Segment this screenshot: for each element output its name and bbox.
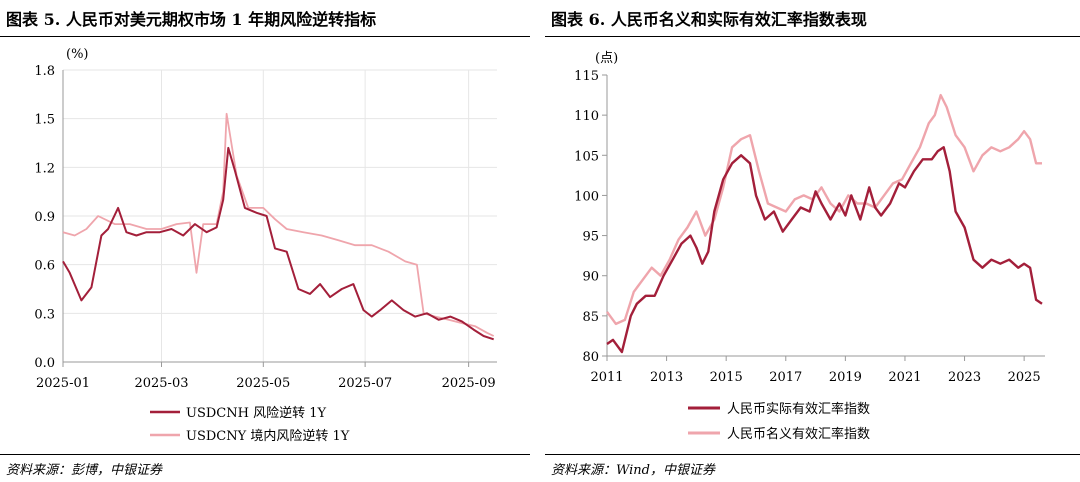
right-x-tick-labels: 2011 2013 2015 2017 2019 2021 2023 2025 <box>590 370 1040 385</box>
right-y-tick-labels: 80 85 90 95 100 105 110 115 <box>574 69 599 365</box>
right-y-tick-label: 110 <box>574 109 599 124</box>
left-y-tick-label: 0.6 <box>34 259 55 274</box>
left-legend: USDCNH 风险逆转 1Y USDCNY 境内风险逆转 1Y <box>150 405 350 444</box>
left-x-tick-label: 2025-07 <box>338 376 392 391</box>
left-x-tick-label: 2025-05 <box>236 376 290 391</box>
series-line-usdcnh <box>62 146 495 341</box>
left-x-tick-label: 2025-03 <box>134 376 188 391</box>
right-y-tick-label: 100 <box>574 189 599 204</box>
right-x-tick-label: 2019 <box>829 370 862 385</box>
left-y-tick-label: 0.9 <box>34 210 55 225</box>
left-title-rule <box>0 36 530 37</box>
left-x-tick-labels: 2025-01 2025-03 2025-05 2025-07 2025-09 <box>36 376 496 391</box>
right-y-tick-label: 85 <box>582 310 599 325</box>
left-chart-panel: 图表 5. 人民币对美元期权市场 1 年期风险逆转指标 (%) 0.0 0.3 0.… <box>0 0 530 482</box>
right-x-tick-label: 2011 <box>590 370 623 385</box>
right-y-tick-label: 115 <box>574 69 599 84</box>
right-title-rule <box>545 36 1080 37</box>
right-source-rule <box>545 454 1080 455</box>
left-y-unit: (%) <box>66 47 89 62</box>
left-y-tick-label: 1.2 <box>34 161 55 176</box>
right-y-unit: (点) <box>595 51 618 66</box>
right-axes <box>602 74 1045 361</box>
left-gridlines <box>62 69 497 363</box>
left-axes <box>62 70 497 367</box>
left-source-rule <box>0 454 530 455</box>
left-x-tick-label: 2025-09 <box>442 376 496 391</box>
right-y-tick-label: 90 <box>582 270 599 285</box>
right-y-tick-label: 95 <box>582 230 599 245</box>
left-chart-title: 图表 5. 人民币对美元期权市场 1 年期风险逆转指标 <box>6 10 377 29</box>
legend-label-nominal: 人民币名义有效汇率指数 <box>727 426 870 442</box>
series-line-nominal-eer <box>606 93 1042 326</box>
left-y-tick-label: 0.0 <box>34 356 55 371</box>
right-chart-title: 图表 6. 人民币名义和实际有效汇率指数表现 <box>551 10 867 29</box>
right-x-tick-label: 2013 <box>650 370 683 385</box>
left-y-tick-label: 0.3 <box>34 307 55 322</box>
left-y-tick-label: 1.5 <box>34 113 55 128</box>
right-x-tick-label: 2015 <box>710 370 743 385</box>
legend-label-real: 人民币实际有效汇率指数 <box>727 401 870 417</box>
series-line-real-eer <box>606 146 1043 354</box>
left-y-tick-labels: 0.0 0.3 0.6 0.9 1.2 1.5 1.8 <box>34 64 55 371</box>
left-series-lines <box>62 112 495 341</box>
right-source-note: 资料来源：Wind，中银证券 <box>551 463 715 478</box>
right-x-tick-label: 2023 <box>948 370 981 385</box>
series-line-usdcny <box>62 112 495 337</box>
right-x-tick-label: 2025 <box>1008 370 1041 385</box>
right-y-tick-label: 80 <box>582 350 599 365</box>
left-chart-svg: (%) 0.0 0.3 0.6 0.9 1.2 1.5 1.8 2025-01 2025-03… <box>34 47 497 444</box>
left-source-note: 资料来源：彭博，中银证券 <box>6 463 163 478</box>
right-chart-panel: 图表 6. 人民币名义和实际有效汇率指数表现 (点) 80 85 90 95 100 10… <box>545 0 1080 482</box>
right-legend: 人民币实际有效汇率指数 人民币名义有效汇率指数 <box>688 401 870 442</box>
left-x-tick-label: 2025-01 <box>36 376 90 391</box>
right-y-tick-label: 105 <box>574 149 599 164</box>
right-x-tick-label: 2021 <box>888 370 921 385</box>
legend-label-usdcny: USDCNY 境内风险逆转 1Y <box>186 428 350 444</box>
left-y-tick-label: 1.8 <box>34 64 55 79</box>
legend-label-usdcnh: USDCNH 风险逆转 1Y <box>186 405 326 421</box>
right-series-lines <box>606 93 1043 354</box>
right-x-tick-label: 2017 <box>769 370 802 385</box>
